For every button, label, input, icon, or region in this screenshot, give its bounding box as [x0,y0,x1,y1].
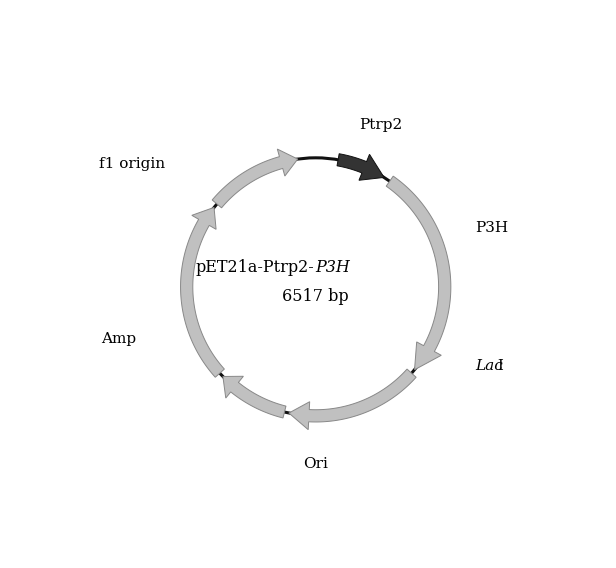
Text: Ori: Ori [303,457,328,471]
Text: Lac: Lac [476,358,503,373]
Text: pET21a-Ptrp2-: pET21a-Ptrp2- [196,258,314,275]
Text: P3H: P3H [476,221,508,235]
Polygon shape [289,369,416,429]
Text: 6517 bp: 6517 bp [282,288,349,305]
Polygon shape [223,376,286,418]
Polygon shape [337,154,384,180]
Text: Ptrp2: Ptrp2 [360,118,403,132]
Polygon shape [212,149,298,208]
Text: Amp: Amp [101,332,136,346]
Polygon shape [180,207,224,377]
Text: f1 origin: f1 origin [99,157,165,172]
Text: P3H: P3H [316,258,351,275]
Polygon shape [386,176,451,370]
Text: I: I [493,358,504,373]
